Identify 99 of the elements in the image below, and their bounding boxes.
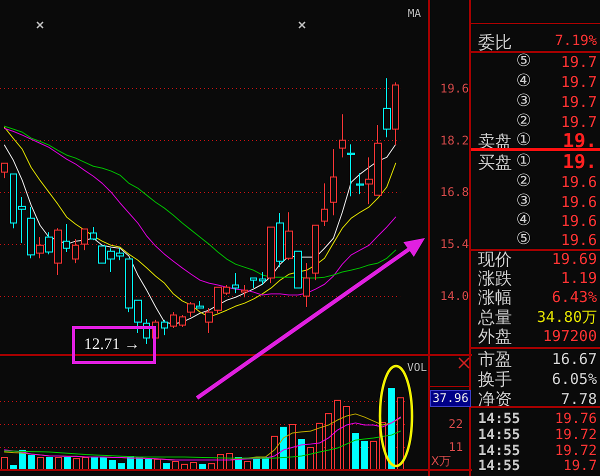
y-axis-title: X万 bbox=[431, 453, 452, 470]
text: ① bbox=[516, 151, 532, 171]
text: 市盈 bbox=[478, 349, 512, 370]
bar bbox=[82, 457, 89, 470]
text: MA bbox=[408, 7, 422, 20]
text: 19.76 bbox=[554, 411, 597, 427]
bar bbox=[46, 457, 53, 470]
bar bbox=[37, 457, 44, 470]
text: 总量 bbox=[478, 307, 512, 328]
text: 19.6 bbox=[560, 212, 597, 230]
y-tick-label: 22 bbox=[448, 416, 463, 431]
candlestick bbox=[250, 277, 257, 288]
y-tick-label: 16.8 bbox=[440, 185, 470, 200]
y-tick-label: 15.4 bbox=[440, 237, 470, 252]
candlestick bbox=[321, 182, 328, 226]
text: 1.19 bbox=[560, 268, 597, 286]
bar bbox=[1, 457, 8, 470]
annotation: 12.71 → bbox=[84, 336, 140, 354]
bar bbox=[370, 440, 377, 470]
text: 19.7 bbox=[560, 72, 597, 90]
candlestick bbox=[81, 228, 88, 251]
bar bbox=[73, 458, 80, 470]
bar bbox=[397, 397, 404, 470]
text: ③ bbox=[516, 191, 532, 211]
candlestick bbox=[232, 272, 239, 294]
text: 19. bbox=[562, 130, 597, 152]
text: 现价 bbox=[478, 249, 512, 270]
text: 6.43% bbox=[552, 288, 597, 306]
text: 19.72 bbox=[554, 443, 597, 459]
text: ② bbox=[516, 171, 532, 191]
bar bbox=[145, 458, 152, 470]
text: 14:55 bbox=[478, 427, 520, 443]
text: 19.7 bbox=[560, 52, 597, 70]
candlestick bbox=[347, 144, 355, 197]
candlestick bbox=[72, 238, 79, 264]
bar bbox=[352, 432, 359, 470]
bar bbox=[388, 388, 395, 470]
text: 19.7 bbox=[560, 112, 597, 130]
candlestick bbox=[241, 284, 248, 298]
bar bbox=[334, 400, 341, 470]
text: 19.6 bbox=[560, 192, 597, 210]
candlestick bbox=[1, 162, 8, 179]
bar bbox=[325, 413, 332, 470]
text: ② bbox=[516, 111, 532, 131]
bar bbox=[55, 457, 62, 470]
text: 19.6 bbox=[560, 172, 597, 190]
candlestick bbox=[339, 114, 346, 158]
bar bbox=[307, 446, 314, 470]
text: 换手 bbox=[478, 369, 512, 391]
bar bbox=[172, 461, 179, 470]
candlestick bbox=[179, 314, 186, 328]
text: 7.19% bbox=[554, 33, 597, 49]
y-tick-label: 14.0 bbox=[440, 289, 470, 304]
bar bbox=[316, 422, 323, 470]
text: 197200 bbox=[542, 326, 597, 344]
text: 19.72 bbox=[554, 427, 597, 443]
text: 37.96 bbox=[430, 390, 471, 407]
text: 14:55 bbox=[478, 411, 520, 427]
bar bbox=[289, 424, 296, 470]
chart-title: VOL bbox=[407, 361, 428, 374]
candlestick bbox=[170, 312, 177, 329]
bar bbox=[28, 454, 35, 470]
candlestick bbox=[161, 319, 168, 336]
text: 14:55 bbox=[478, 458, 520, 474]
text: 19.7 bbox=[563, 458, 597, 474]
candlestick bbox=[312, 224, 319, 281]
text: 6.05% bbox=[552, 370, 597, 388]
candlestick bbox=[205, 308, 213, 334]
candlestick bbox=[90, 226, 97, 241]
text: 34.80万 bbox=[536, 308, 597, 326]
text: 19.7 bbox=[560, 92, 597, 110]
text: ③ bbox=[516, 91, 532, 111]
y-tick-label: 19.6 bbox=[440, 81, 470, 96]
y-tick-label: 11 bbox=[448, 440, 463, 454]
text: 19.6 bbox=[560, 230, 597, 248]
y-tick-label: 18.2 bbox=[440, 133, 470, 148]
text: 14:55 bbox=[478, 443, 520, 459]
text: 7.78 bbox=[560, 390, 597, 408]
text: 19.69 bbox=[552, 250, 597, 268]
text: 涨幅 bbox=[478, 287, 512, 309]
text: 买盘 bbox=[478, 152, 512, 174]
text: 涨跌 bbox=[478, 268, 512, 289]
text: 19. bbox=[562, 150, 597, 172]
text: ④ bbox=[516, 71, 532, 91]
text: 16.67 bbox=[552, 350, 597, 368]
text: ⑤ bbox=[516, 51, 532, 71]
candlestick bbox=[259, 272, 266, 286]
text: ⑤ bbox=[516, 229, 532, 249]
bar bbox=[361, 440, 368, 470]
line-series bbox=[4, 430, 401, 459]
text: ① bbox=[516, 130, 532, 150]
text: 外盘 bbox=[478, 326, 512, 348]
text: 委比 bbox=[478, 32, 512, 54]
bar bbox=[343, 406, 350, 470]
candlestick bbox=[330, 148, 337, 216]
bar bbox=[244, 461, 251, 470]
bar bbox=[64, 457, 71, 470]
text: ④ bbox=[516, 210, 532, 230]
bar bbox=[109, 460, 116, 470]
